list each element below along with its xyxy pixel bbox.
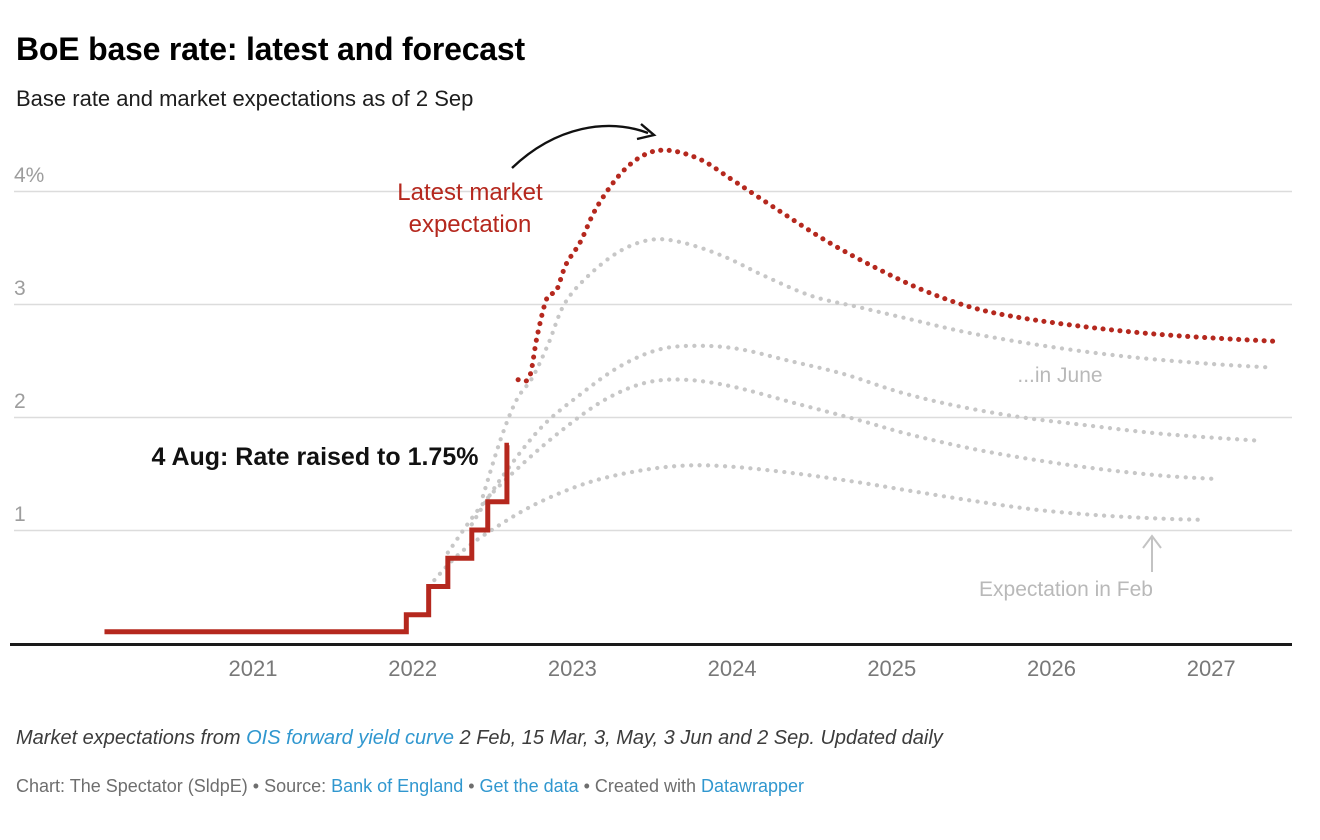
y-axis-label: 1: [14, 503, 26, 526]
x-axis-label: 2021: [228, 656, 278, 681]
ois-curve-link[interactable]: OIS forward yield curve: [246, 727, 454, 749]
x-axis-label: 2024: [707, 656, 757, 681]
series-base-rate: [104, 442, 510, 635]
footnote: Market expectations from OIS forward yie…: [16, 727, 943, 750]
annotation-in-feb: Expectation in Feb: [979, 578, 1153, 601]
x-axis-label: 2025: [867, 656, 917, 681]
source-link[interactable]: Bank of England: [331, 776, 464, 796]
series-market-expectation-2-sep: [515, 147, 1278, 384]
y-axis-label: 2: [14, 390, 26, 413]
footnote-text: Market expectations from: [16, 727, 247, 749]
chart-subtitle: Base rate and market expectations as of …: [16, 86, 474, 111]
footnote-dates: 2 Feb, 15 Mar, 3, May, 3 Jun and 2 Sep. …: [453, 727, 943, 749]
y-axis-label: 4%: [14, 164, 45, 187]
latest-expectation-arrowhead: [636, 123, 657, 141]
series-expectation-in-feb: [426, 463, 1206, 589]
byline-sep1: •: [463, 776, 480, 796]
page-title: BoE base rate: latest and forecast: [16, 31, 525, 68]
x-axis-label: 2022: [388, 656, 438, 681]
y-axis-label: 3: [14, 277, 26, 300]
byline-text: Chart: The Spectator (SldpE) • Source:: [16, 776, 332, 796]
x-axis-label: 2023: [547, 656, 597, 681]
series-expectation-in-march: [445, 377, 1222, 555]
x-axis-label: 2027: [1186, 656, 1236, 681]
byline: Chart: The Spectator (SldpE) • Source: B…: [16, 776, 804, 797]
feb-arrowhead: [1142, 534, 1162, 549]
latest-expectation-arrow: [511, 124, 649, 169]
datawrapper-link[interactable]: Datawrapper: [700, 776, 805, 796]
get-data-link[interactable]: Get the data: [479, 776, 579, 796]
annotation-latest-expectation: Latest market expectation: [397, 179, 543, 238]
x-axis-label: 2026: [1027, 656, 1076, 681]
annotation-in-june: ...in June: [1017, 364, 1103, 387]
series-expectation-in-may: [469, 343, 1262, 527]
series-expectation-in-june: [480, 237, 1270, 499]
annotation-aug-rate: 4 Aug: Rate raised to 1.75%: [151, 443, 479, 471]
byline-sep2: • Created with: [578, 776, 701, 796]
